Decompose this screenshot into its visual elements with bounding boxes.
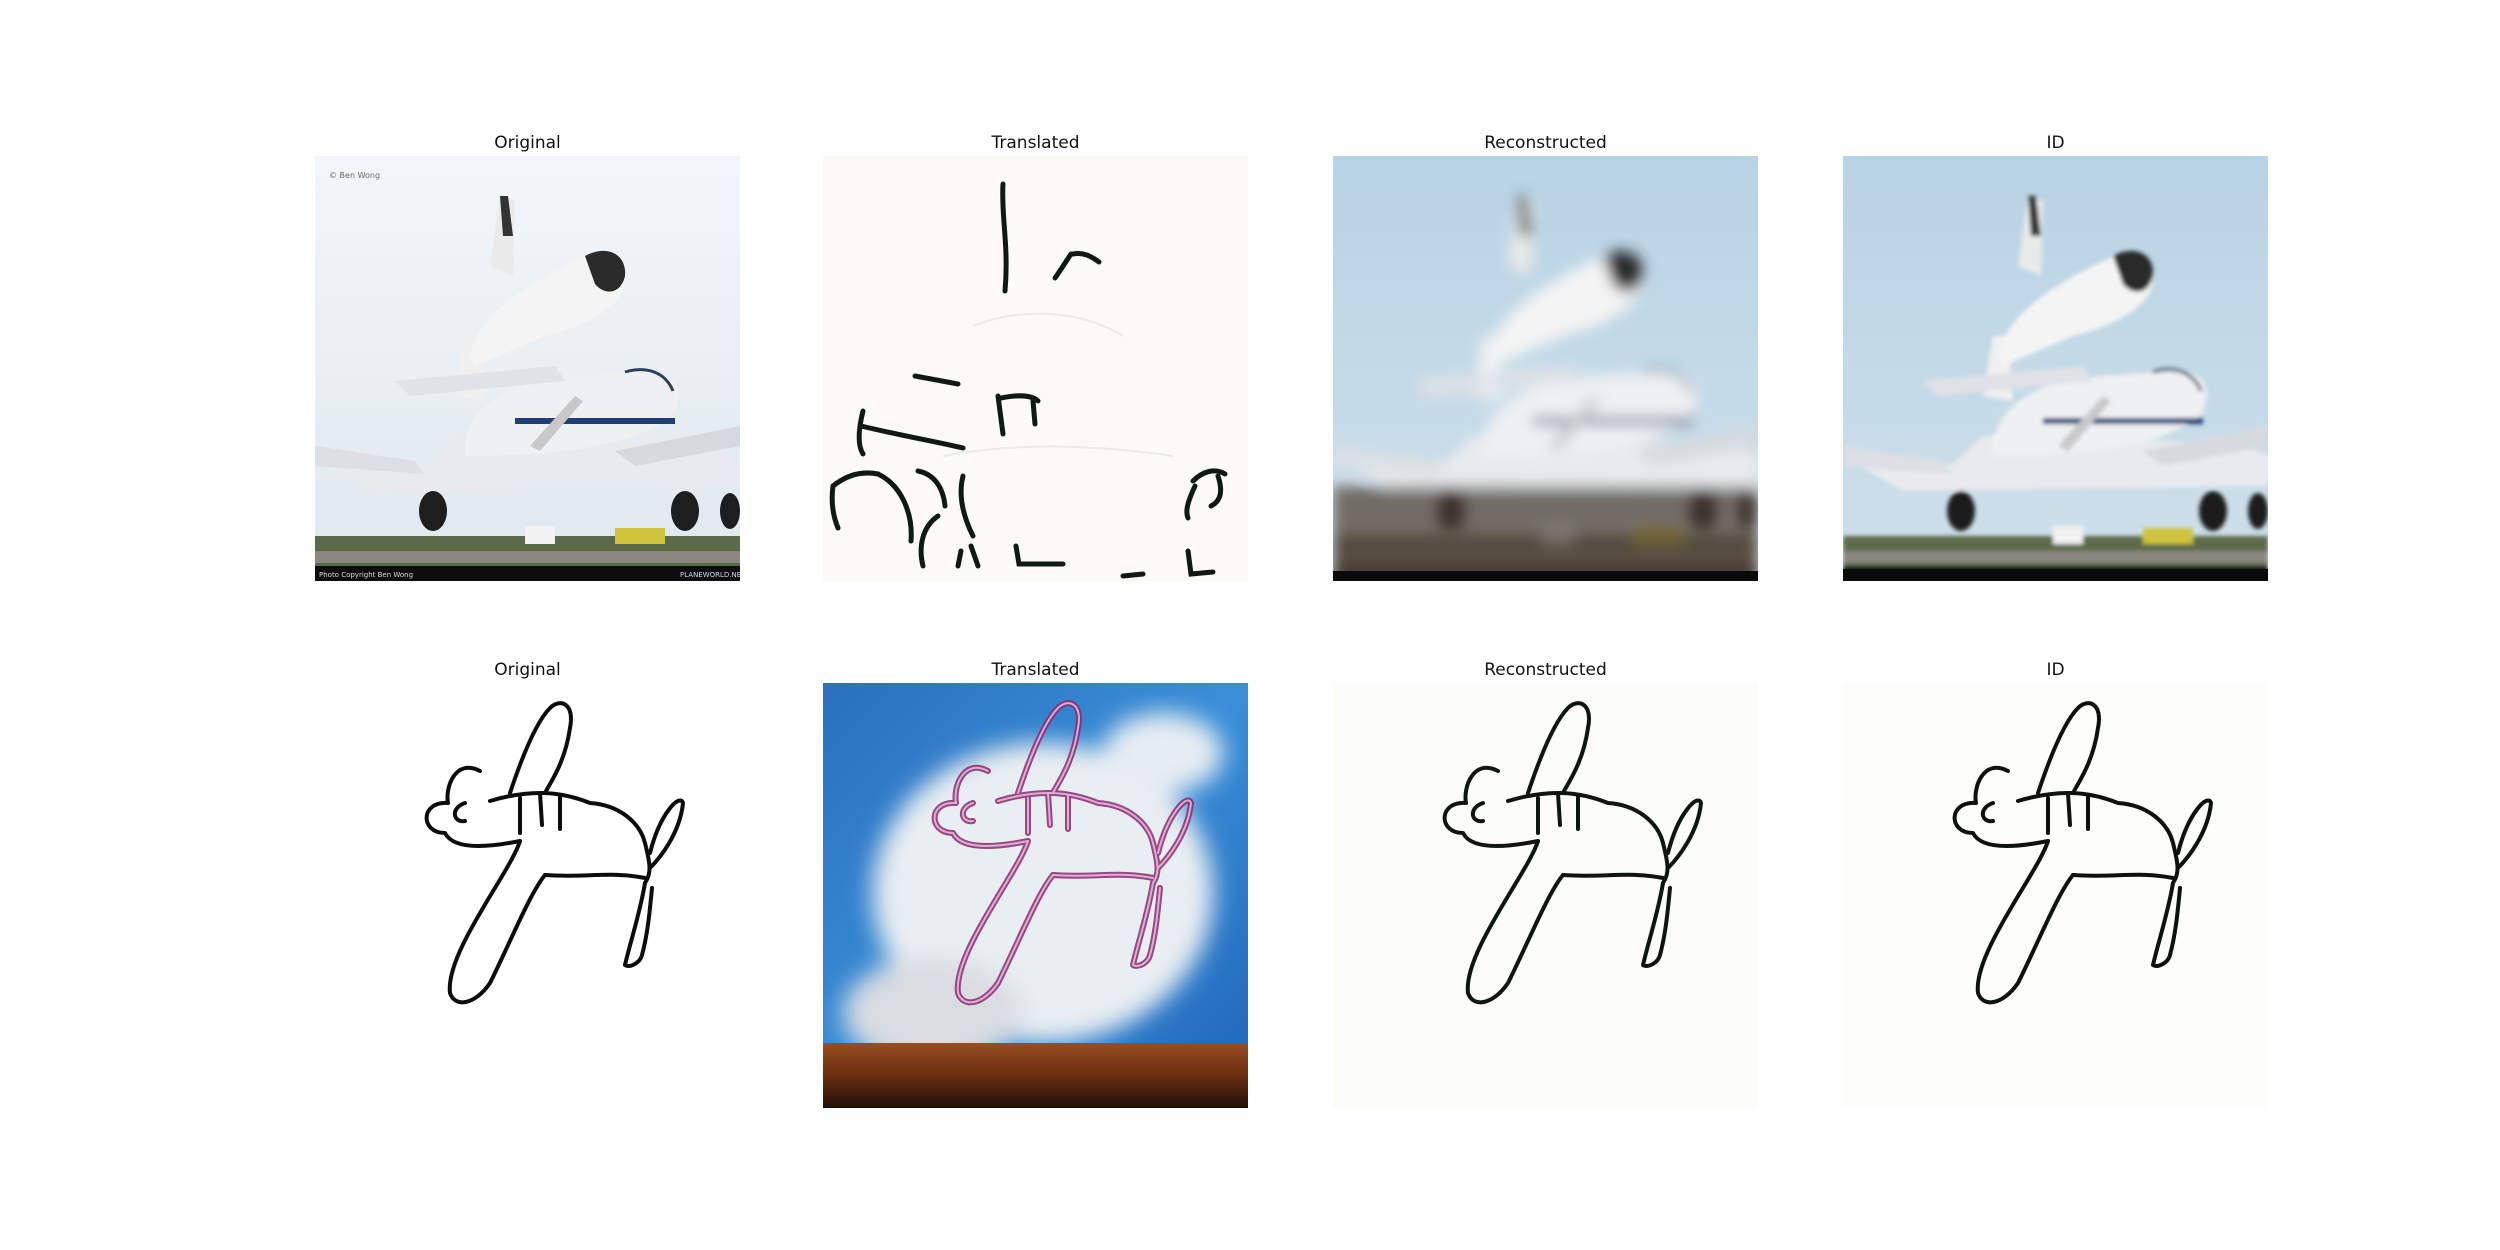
panel-title: ID xyxy=(2046,660,2065,680)
original-sketch-image xyxy=(315,683,740,1108)
original-shuttle-photo: © Ben Wong Photo Copyright Ben Wong PLAN… xyxy=(315,156,740,581)
identity-photo-image xyxy=(1843,156,2268,581)
translated-sketch-image xyxy=(823,156,1248,581)
watermark-bottom-right: PLANEWORLD.NET xyxy=(680,571,740,579)
identity-sketch-image xyxy=(1843,683,2268,1108)
translated-photo-image xyxy=(823,683,1248,1108)
panel-title: Original xyxy=(494,133,561,153)
panel-title: ID xyxy=(2046,133,2065,153)
reconstructed-sketch-image xyxy=(1333,683,1758,1108)
panel-title: Translated xyxy=(991,660,1080,680)
panel-title: Translated xyxy=(991,133,1080,153)
reconstructed-photo-image xyxy=(1333,156,1758,581)
watermark-bottom-left: Photo Copyright Ben Wong xyxy=(319,571,413,579)
panel-title: Reconstructed xyxy=(1484,660,1607,680)
panel-title: Original xyxy=(494,660,561,680)
panel-title: Reconstructed xyxy=(1484,133,1607,153)
watermark-top-left: © Ben Wong xyxy=(329,171,380,180)
